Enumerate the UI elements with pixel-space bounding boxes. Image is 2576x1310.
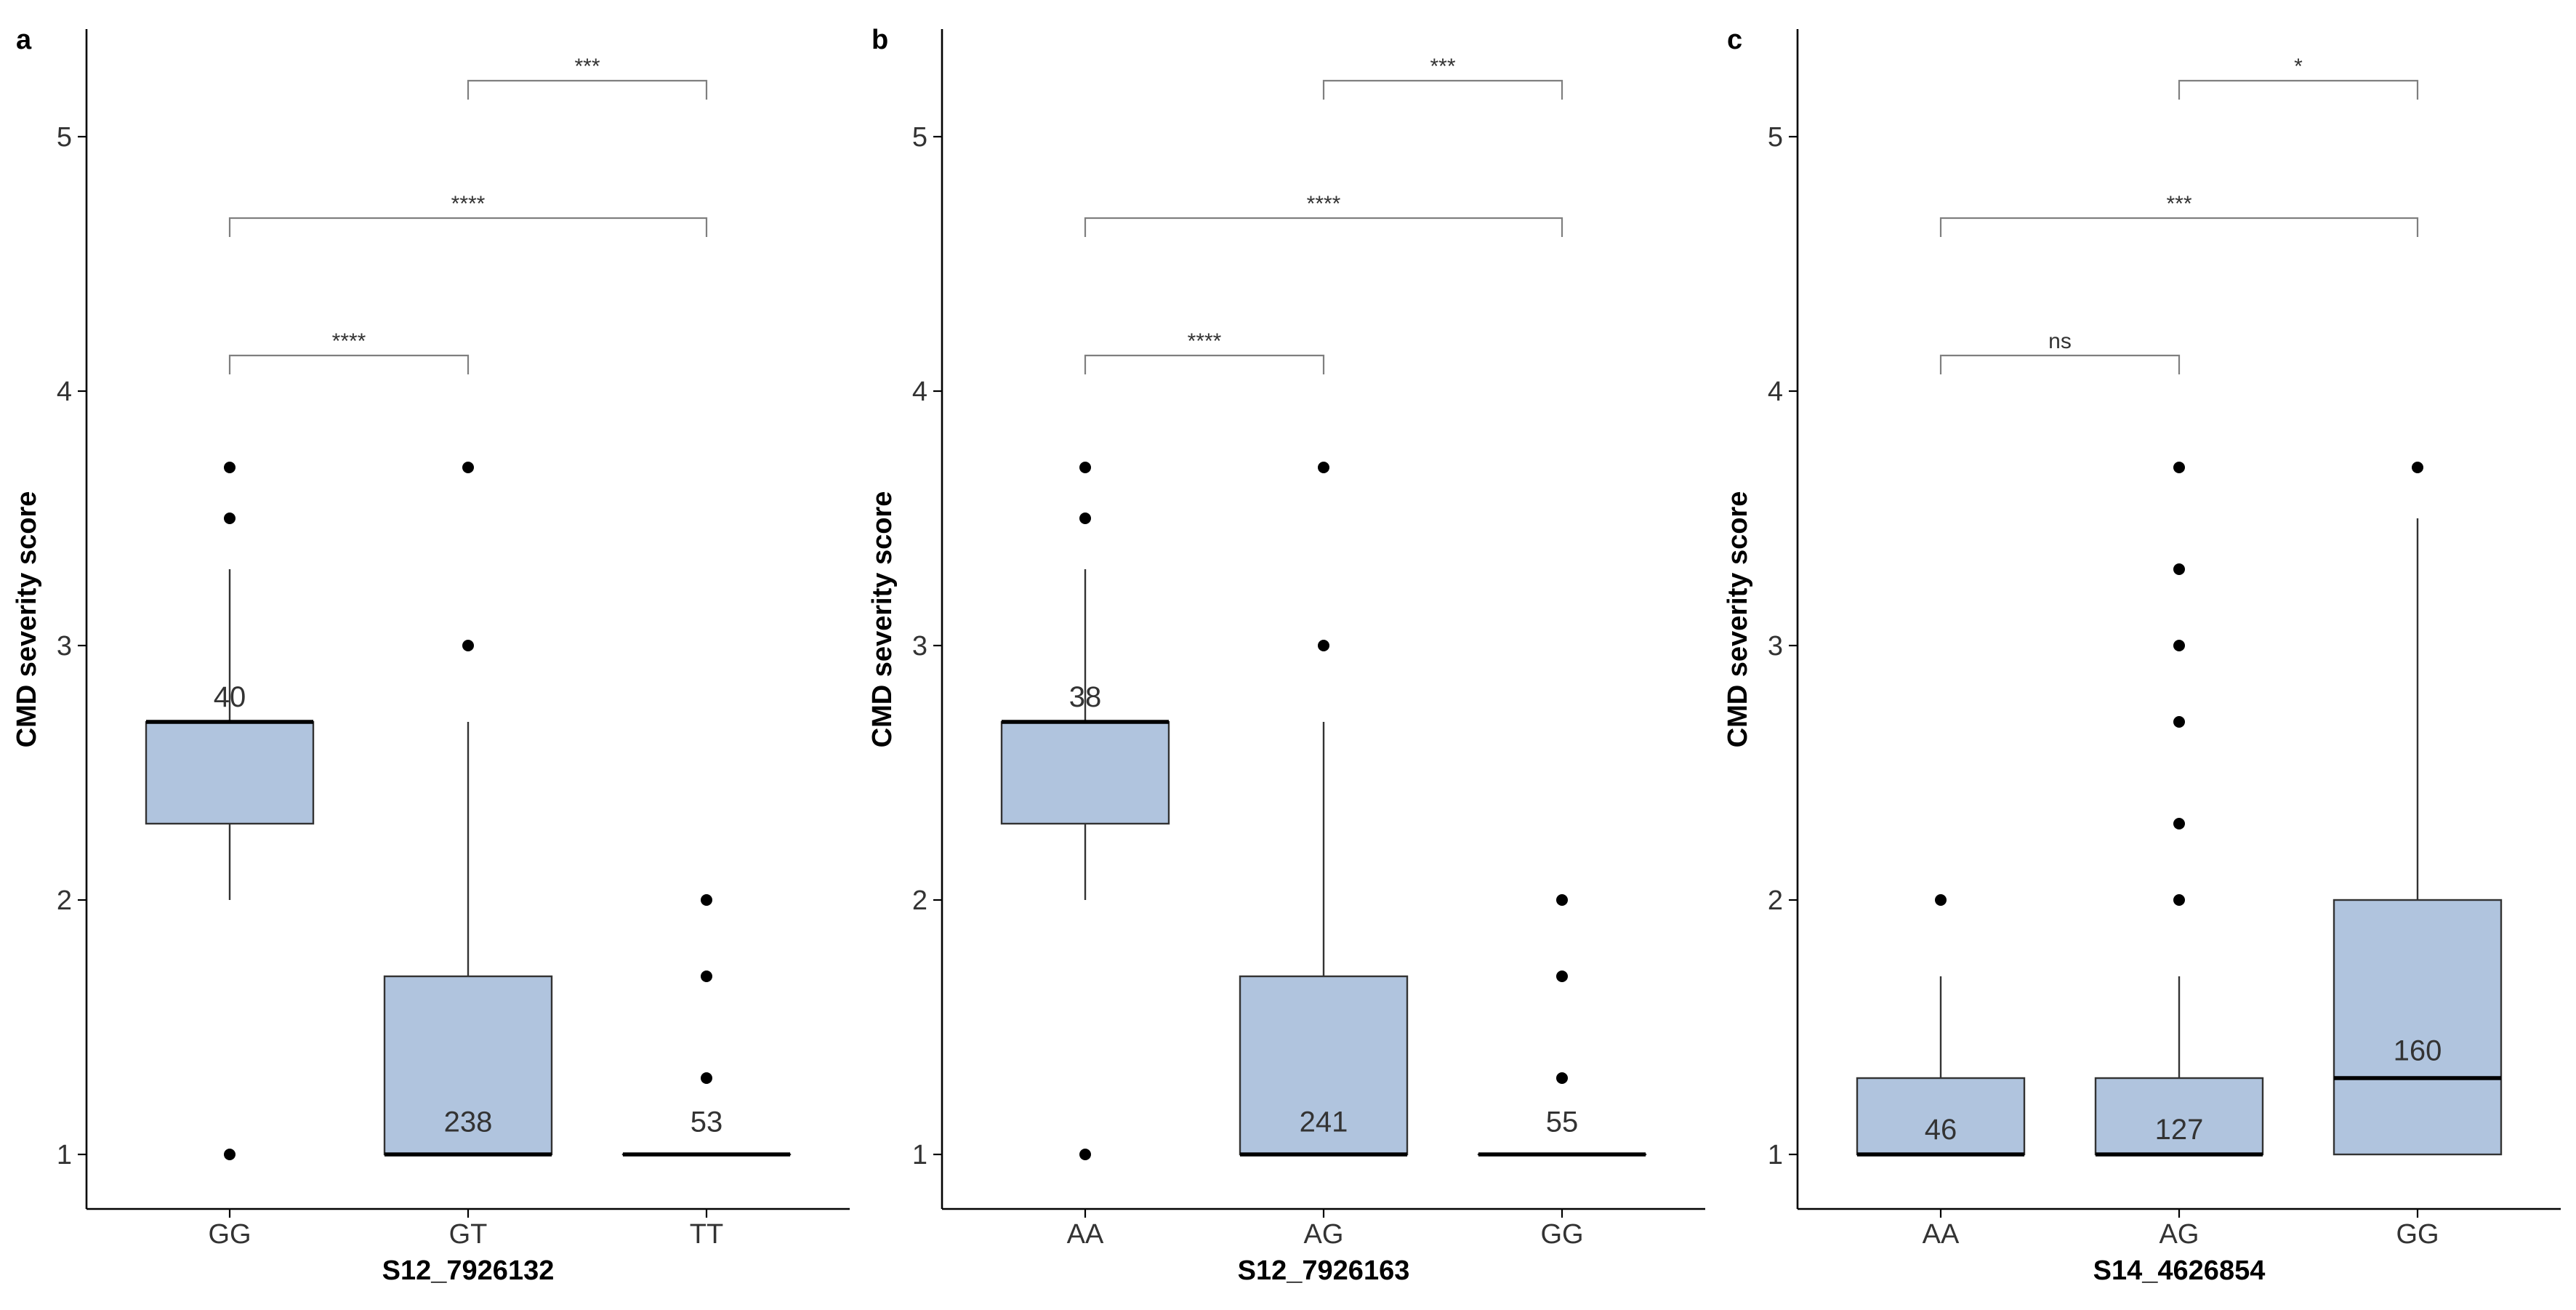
outlier-point [224,462,236,473]
sample-size-label: 127 [2155,1114,2204,1146]
significance-bracket [1939,217,2419,237]
significance-bracket [467,79,708,100]
x-tick-label: AA [1923,1219,1960,1250]
significance-bracket [228,217,708,237]
box [145,720,315,825]
outlier-point [701,894,712,906]
box [2094,1077,2264,1156]
y-tick-label: 1 [57,1140,72,1170]
y-tick-label: 2 [1768,885,1783,916]
sample-size-label: 53 [691,1106,723,1138]
outlier-point [2173,894,2185,906]
outlier-point [462,640,474,651]
sample-size-label: 241 [1300,1106,1348,1138]
outlier-point [462,462,474,473]
x-tick-label: GG [2396,1219,2439,1250]
significance-label: **** [451,192,486,216]
outlier-point [1935,894,1947,906]
y-tick-label: 2 [57,885,72,916]
x-tick-label: GT [449,1219,488,1250]
sample-size-label: 160 [2394,1035,2442,1067]
x-tick-label: TT [690,1219,723,1250]
y-axis-label: CMD severity score [1723,491,1753,748]
x-tick-label: GG [1540,1219,1583,1250]
x-tick-label: AG [2160,1219,2199,1250]
box [1000,720,1170,825]
y-tick-label: 5 [912,122,927,153]
outlier-point [2173,563,2185,575]
significance-label: * [2294,55,2303,79]
outlier-point [1318,640,1329,651]
outlier-point [224,1149,236,1160]
significance-bracket [228,354,470,374]
y-tick-label: 5 [1768,122,1783,153]
sample-size-label: 238 [444,1106,493,1138]
panel-c: c 1 2 3 4 5 CMD severity score S14_4626854 AA 46 A… [1723,25,2561,1286]
significance-bracket [1084,354,1325,374]
outlier-point [224,513,236,524]
y-tick-label: 3 [1768,631,1783,662]
x-tick-label: GG [208,1219,251,1250]
y-tick-label: 3 [912,631,927,662]
panel-label: c [1727,25,1742,55]
significance-label: *** [574,55,600,79]
box [1239,975,1409,1156]
y-tick-label: 1 [1768,1140,1783,1170]
y-tick-label: 3 [57,631,72,662]
panel-label: b [872,25,888,55]
y-axis-label: CMD severity score [12,491,42,748]
box [2333,899,2503,1156]
panel-b: b 1 2 3 4 5 CMD severity score S12_7926163 AA 38 A… [867,25,1705,1286]
outlier-point [2412,462,2423,473]
significance-label: *** [1430,55,1455,79]
box [383,975,553,1156]
significance-label: **** [332,329,366,353]
significance-label: *** [2166,192,2191,216]
y-tick-label: 2 [912,885,927,916]
x-axis-label: S12_7926132 [382,1255,555,1286]
outlier-point [2173,462,2185,473]
y-tick-label: 1 [912,1140,927,1170]
y-tick-label: 4 [1768,377,1783,407]
sample-size-label: 38 [1069,681,1102,713]
x-tick-label: AG [1304,1219,1344,1250]
outlier-point [1079,462,1091,473]
panel-label: a [16,25,32,55]
significance-bracket [1939,354,2181,374]
outlier-point [701,1072,712,1084]
y-axis-label: CMD severity score [867,491,898,748]
significance-label: ns [2048,329,2072,353]
significance-bracket [1322,79,1563,100]
significance-label: **** [1188,329,1222,353]
significance-label: **** [1307,192,1341,216]
outlier-point [1318,462,1329,473]
x-axis-label: S12_7926163 [1238,1255,1410,1286]
panel-a: a 1 2 3 4 5 CMD severity score S12_7926132 GG 40 G… [12,25,850,1286]
outlier-point [1556,1072,1568,1084]
box [1856,1077,2026,1156]
outlier-point [701,971,712,982]
sample-size-label: 46 [1925,1114,1957,1146]
sample-size-label: 40 [214,681,246,713]
outlier-point [2173,640,2185,651]
y-tick-label: 5 [57,122,72,153]
significance-bracket [1084,217,1563,237]
y-tick-label: 4 [57,377,72,407]
outlier-point [1556,894,1568,906]
outlier-point [2173,716,2185,728]
outlier-point [1556,971,1568,982]
x-axis-label: S14_4626854 [2093,1255,2266,1286]
sample-size-label: 55 [1546,1106,1579,1138]
outlier-point [2173,818,2185,829]
outlier-point [1079,513,1091,524]
outlier-point [1079,1149,1091,1160]
x-tick-label: AA [1067,1219,1104,1250]
y-tick-label: 4 [912,377,927,407]
significance-bracket [2178,79,2419,100]
